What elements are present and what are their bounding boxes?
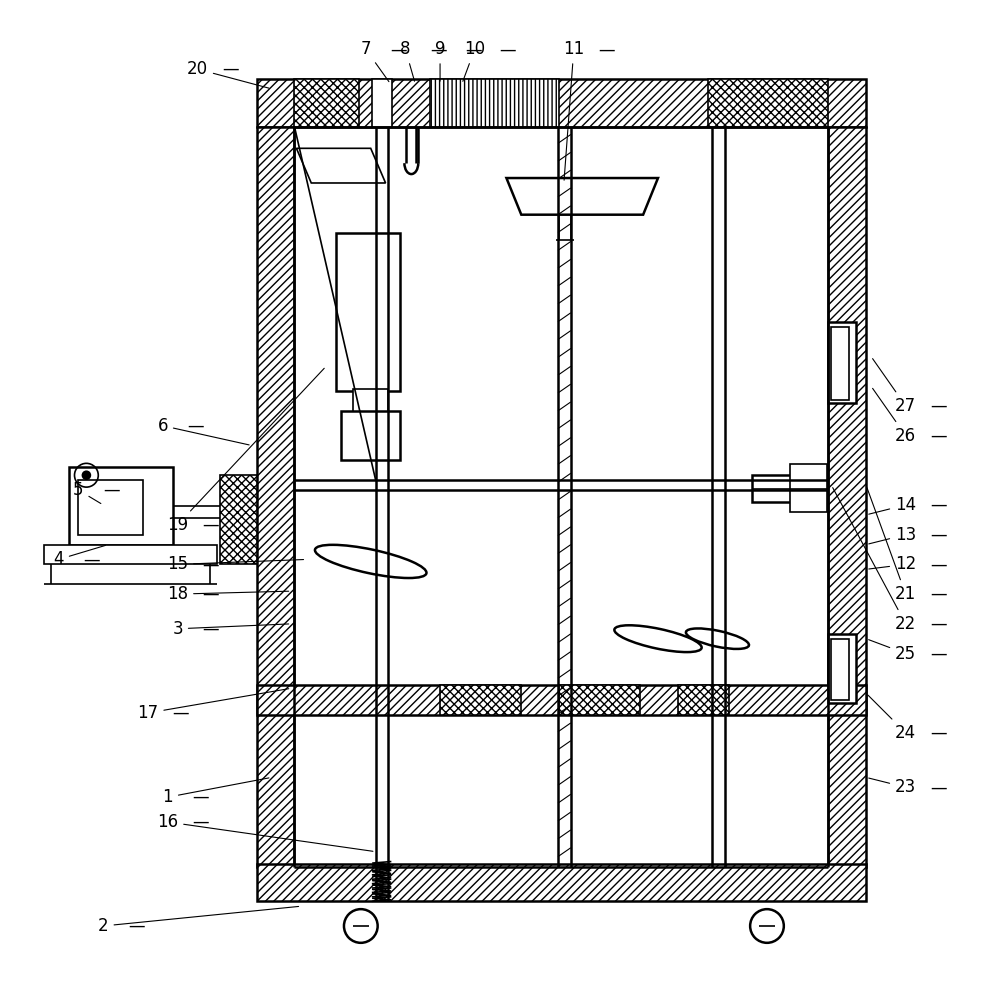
Text: —: —: [930, 397, 947, 415]
Text: 2: 2: [98, 906, 299, 935]
Text: 14: 14: [869, 496, 916, 514]
Bar: [353, 389, 388, 413]
Circle shape: [83, 471, 90, 479]
Text: 25: 25: [869, 640, 916, 663]
Text: —: —: [930, 526, 947, 544]
Text: —: —: [500, 40, 516, 58]
Text: —: —: [930, 778, 947, 796]
Text: —: —: [203, 555, 219, 573]
Bar: [220, 475, 257, 564]
Bar: [831, 639, 849, 700]
Text: 19: 19: [167, 368, 325, 534]
Bar: [752, 475, 819, 502]
Text: 8: 8: [401, 40, 415, 81]
Text: 18: 18: [167, 585, 289, 603]
Text: 20: 20: [187, 60, 269, 88]
Bar: [828, 127, 866, 867]
Text: 5: 5: [73, 481, 101, 504]
Bar: [257, 864, 866, 901]
Bar: [69, 467, 173, 545]
Text: 27: 27: [872, 359, 916, 415]
Bar: [257, 79, 866, 127]
Text: —: —: [930, 724, 947, 742]
Text: —: —: [203, 620, 219, 638]
Text: 10: 10: [463, 40, 486, 81]
Text: 21: 21: [867, 488, 916, 603]
Bar: [558, 685, 640, 715]
Bar: [431, 79, 558, 127]
Text: 13: 13: [869, 526, 916, 544]
Text: 24: 24: [868, 695, 916, 742]
Text: —: —: [222, 60, 239, 78]
Text: —: —: [84, 550, 100, 568]
Bar: [790, 464, 827, 512]
Text: —: —: [128, 917, 145, 935]
Text: —: —: [930, 585, 947, 603]
Text: —: —: [391, 40, 408, 58]
Text: 7: 7: [361, 40, 389, 82]
Text: —: —: [193, 788, 209, 806]
Bar: [44, 545, 217, 564]
Text: —: —: [465, 40, 482, 58]
Text: 3: 3: [172, 620, 289, 638]
Bar: [336, 233, 401, 391]
Bar: [257, 685, 866, 715]
Text: 17: 17: [137, 689, 289, 722]
Text: —: —: [930, 615, 947, 633]
Bar: [257, 127, 295, 867]
Text: 6: 6: [158, 417, 249, 445]
Text: 1: 1: [162, 778, 269, 806]
Text: 26: 26: [872, 388, 916, 445]
Text: 9: 9: [435, 40, 446, 81]
Bar: [831, 327, 849, 400]
Text: —: —: [173, 704, 189, 722]
Text: —: —: [203, 585, 219, 603]
Bar: [828, 634, 856, 703]
Bar: [828, 322, 856, 403]
Text: —: —: [431, 40, 447, 58]
Text: —: —: [930, 555, 947, 573]
Text: —: —: [203, 516, 219, 534]
Bar: [677, 685, 729, 715]
Text: —: —: [188, 417, 204, 435]
Text: —: —: [930, 427, 947, 445]
Bar: [295, 79, 359, 127]
Text: 12: 12: [869, 555, 916, 573]
Text: —: —: [598, 40, 615, 58]
Bar: [441, 685, 521, 715]
Bar: [707, 79, 828, 127]
Bar: [79, 480, 143, 535]
Text: 16: 16: [157, 813, 373, 851]
Text: —: —: [193, 813, 209, 831]
Text: —: —: [103, 481, 120, 499]
Text: 11: 11: [563, 40, 584, 180]
Text: —: —: [930, 496, 947, 514]
Text: 22: 22: [833, 488, 916, 633]
Bar: [372, 79, 392, 127]
Text: —: —: [930, 645, 947, 663]
Bar: [341, 411, 401, 460]
Text: 15: 15: [167, 555, 304, 573]
Text: 4: 4: [53, 545, 106, 568]
Text: 23: 23: [869, 778, 916, 796]
